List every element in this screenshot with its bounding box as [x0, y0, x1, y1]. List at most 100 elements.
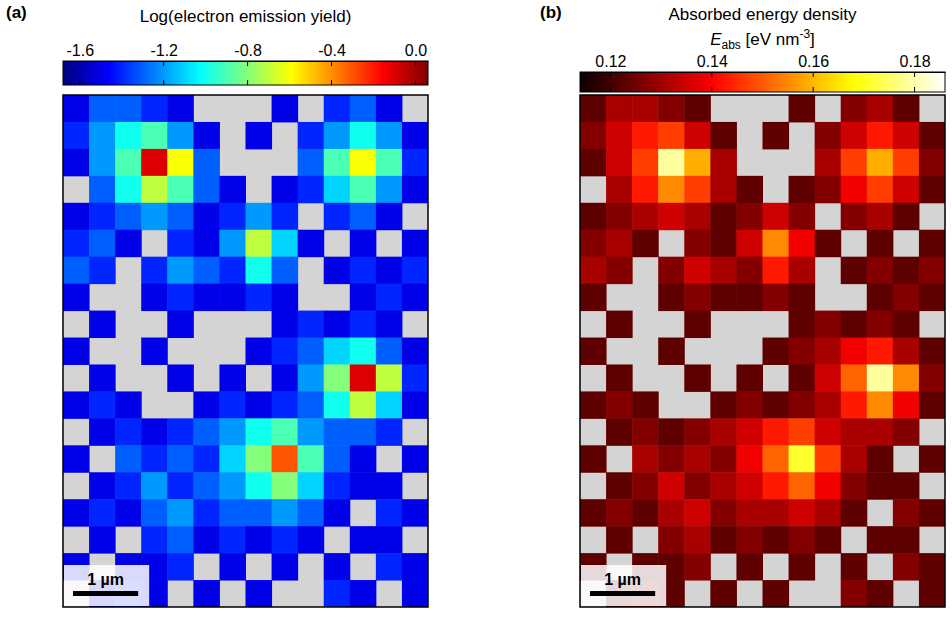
panel-label: (a) — [6, 3, 27, 22]
cell — [580, 149, 607, 176]
cell — [710, 391, 737, 418]
cell — [376, 364, 403, 391]
cell — [763, 445, 790, 472]
cell — [580, 257, 607, 284]
cell — [246, 526, 273, 553]
cell — [350, 391, 377, 418]
cell — [272, 230, 299, 257]
cell — [350, 176, 377, 203]
cell — [219, 284, 246, 311]
cell — [350, 526, 377, 553]
cell — [684, 176, 711, 203]
cell — [219, 364, 246, 391]
cell — [89, 149, 116, 176]
cell — [402, 230, 428, 257]
cell — [193, 499, 220, 526]
cell — [736, 445, 763, 472]
unit: [eV nm — [741, 30, 800, 49]
cell — [272, 203, 299, 230]
cell — [658, 95, 685, 122]
cell — [815, 364, 842, 391]
cell — [246, 284, 273, 311]
cell — [919, 149, 945, 176]
cell — [580, 122, 607, 149]
cell — [376, 257, 403, 284]
cell — [115, 203, 142, 230]
cell — [841, 499, 868, 526]
cell — [298, 338, 325, 365]
colorbar-tick — [331, 80, 332, 85]
cell — [815, 176, 842, 203]
cell — [919, 284, 945, 311]
cell — [350, 445, 377, 472]
cell — [324, 364, 351, 391]
colorbar-tick — [914, 72, 915, 77]
cell — [763, 472, 790, 499]
cell — [141, 472, 168, 499]
colorbar-title: Eabs [eV nm-3] — [710, 27, 815, 52]
cell — [789, 445, 816, 472]
cell — [658, 445, 685, 472]
colorbar — [63, 61, 428, 85]
subscript: abs — [721, 38, 740, 52]
cell — [684, 311, 711, 338]
cell — [167, 284, 194, 311]
cell — [167, 149, 194, 176]
cell — [219, 257, 246, 284]
cell — [789, 472, 816, 499]
cell — [867, 230, 894, 257]
cell — [763, 284, 790, 311]
cell — [324, 149, 351, 176]
cell — [89, 203, 116, 230]
tick: -0.8 — [234, 42, 262, 61]
cell — [815, 391, 842, 418]
cell — [736, 499, 763, 526]
cell — [606, 391, 633, 418]
cell — [298, 311, 325, 338]
scale-bar-patch — [64, 565, 149, 606]
cell — [919, 122, 945, 149]
cell — [710, 230, 737, 257]
cell — [684, 203, 711, 230]
cell — [789, 95, 816, 122]
cell — [919, 257, 945, 284]
cell — [63, 230, 90, 257]
cell — [684, 553, 711, 580]
cell — [350, 472, 377, 499]
cell — [89, 499, 116, 526]
cell — [893, 284, 920, 311]
cell — [141, 95, 168, 122]
cell — [402, 338, 428, 365]
cell — [580, 338, 607, 365]
cell — [298, 472, 325, 499]
cell — [324, 553, 351, 580]
colorbar-tick — [79, 61, 80, 66]
cell — [632, 418, 659, 445]
colorbar-tick — [914, 87, 915, 92]
cell — [789, 418, 816, 445]
cell — [402, 176, 428, 203]
tick-label: -0.8 — [234, 42, 262, 59]
cell — [684, 364, 711, 391]
colorbar-tick — [247, 80, 248, 85]
cell — [219, 418, 246, 445]
map-cells — [63, 95, 428, 607]
colorbar-tick — [610, 72, 611, 77]
cell — [893, 257, 920, 284]
cell — [246, 418, 273, 445]
cell — [658, 149, 685, 176]
cell — [919, 553, 945, 580]
cell — [193, 149, 220, 176]
cell — [376, 284, 403, 311]
cell — [89, 526, 116, 553]
cell — [867, 122, 894, 149]
cell — [63, 257, 90, 284]
cell — [376, 176, 403, 203]
cell — [219, 230, 246, 257]
cell — [815, 230, 842, 257]
cell — [606, 230, 633, 257]
cell — [167, 176, 194, 203]
cell — [632, 122, 659, 149]
cell — [580, 230, 607, 257]
map-frame — [580, 95, 945, 607]
